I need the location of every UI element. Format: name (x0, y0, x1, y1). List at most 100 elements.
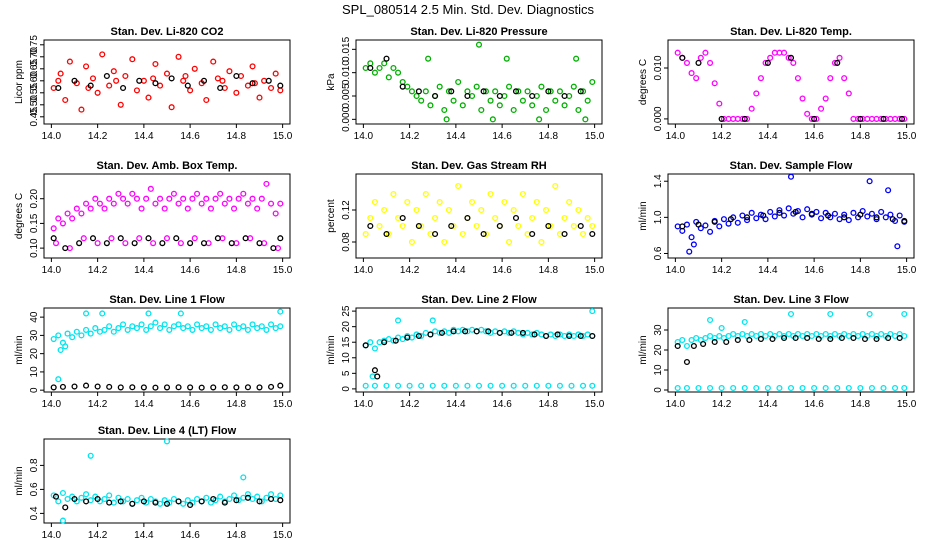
y-tick-label: 0.000 (341, 106, 352, 131)
panel-title: Stan. Dev. Li-820 Pressure (410, 26, 547, 38)
series-2 (50, 382, 284, 391)
data-point (427, 331, 434, 338)
data-point (762, 59, 769, 66)
data-point (510, 206, 517, 214)
data-point (263, 326, 270, 333)
data-point (794, 75, 801, 82)
data-point (503, 55, 510, 62)
data-point (198, 384, 205, 391)
data-point (792, 208, 799, 215)
data-point (212, 195, 219, 202)
data-point (362, 230, 369, 238)
data-point (543, 206, 550, 214)
data-point (87, 82, 94, 89)
data-point (753, 90, 760, 97)
data-point (59, 517, 66, 524)
data-point (168, 75, 175, 82)
data-point (390, 190, 397, 198)
data-point (529, 214, 536, 222)
data-point (258, 195, 265, 202)
data-point (371, 367, 378, 374)
y-tick-label: 0.6 (653, 246, 664, 260)
data-point (679, 336, 686, 344)
data-point (487, 97, 494, 104)
data-point (69, 334, 76, 341)
data-point (519, 190, 526, 198)
data-point (464, 382, 471, 389)
y-axis-label: degrees C (638, 59, 649, 105)
y-tick-label: 0 (29, 387, 40, 393)
data-point (124, 495, 131, 503)
data-point (873, 335, 880, 343)
data-point (92, 195, 99, 202)
data-point (117, 384, 124, 391)
data-point (450, 222, 457, 230)
data-point (561, 102, 568, 109)
data-point (857, 115, 864, 122)
data-point (110, 68, 117, 75)
data-point (256, 498, 263, 505)
series-3 (362, 328, 596, 380)
data-point (545, 88, 552, 95)
x-tick-label: 14.4 (134, 265, 154, 276)
data-point (198, 498, 205, 505)
data-point (381, 60, 388, 67)
data-point (506, 238, 513, 246)
data-point (781, 334, 788, 342)
data-point (231, 205, 238, 212)
data-point (249, 321, 256, 328)
data-point (106, 499, 113, 506)
data-point (117, 498, 124, 505)
data-point (133, 325, 140, 332)
data-point (71, 77, 78, 84)
data-point (152, 319, 159, 326)
data-point (425, 55, 432, 62)
data-point (272, 210, 279, 217)
data-point (469, 198, 476, 206)
data-point (277, 308, 284, 315)
data-point (845, 90, 852, 97)
data-point (198, 200, 205, 207)
data-point (741, 115, 748, 122)
data-point (244, 82, 251, 89)
y-axis-label: ml/min (638, 335, 649, 364)
data-point (538, 83, 545, 90)
data-point (577, 222, 584, 230)
x-tick-label: 14.0 (354, 399, 374, 410)
panel-title: Stan. Dev. Line 1 Flow (109, 294, 225, 306)
data-point (217, 493, 224, 500)
data-point (371, 345, 378, 352)
y-tick-label: 0.70 (29, 47, 40, 67)
data-point (376, 222, 383, 230)
data-point (147, 495, 154, 503)
series-1 (362, 308, 596, 380)
data-point (374, 373, 381, 380)
data-point (133, 87, 140, 94)
data-point (120, 321, 127, 328)
data-point (427, 102, 434, 109)
x-tick-label: 15.0 (273, 530, 293, 540)
data-point (268, 84, 275, 92)
data-point (552, 182, 559, 190)
data-point (187, 384, 194, 391)
data-point (827, 335, 834, 343)
data-point (850, 334, 857, 342)
data-point (674, 384, 681, 392)
data-point (71, 383, 78, 390)
data-point (744, 214, 751, 221)
data-point (115, 325, 122, 332)
data-point (790, 59, 797, 66)
x-tick-label: 15.0 (897, 399, 917, 410)
data-point (880, 384, 887, 392)
data-point (464, 214, 471, 222)
x-tick-label: 15.0 (897, 265, 917, 276)
data-point (83, 63, 90, 70)
data-point (89, 75, 97, 82)
data-point (748, 105, 755, 112)
data-point (55, 77, 62, 84)
data-point (850, 209, 857, 216)
data-point (792, 334, 799, 342)
data-point (131, 240, 138, 247)
y-tick-label: 10 (29, 366, 40, 378)
data-point (413, 206, 420, 214)
